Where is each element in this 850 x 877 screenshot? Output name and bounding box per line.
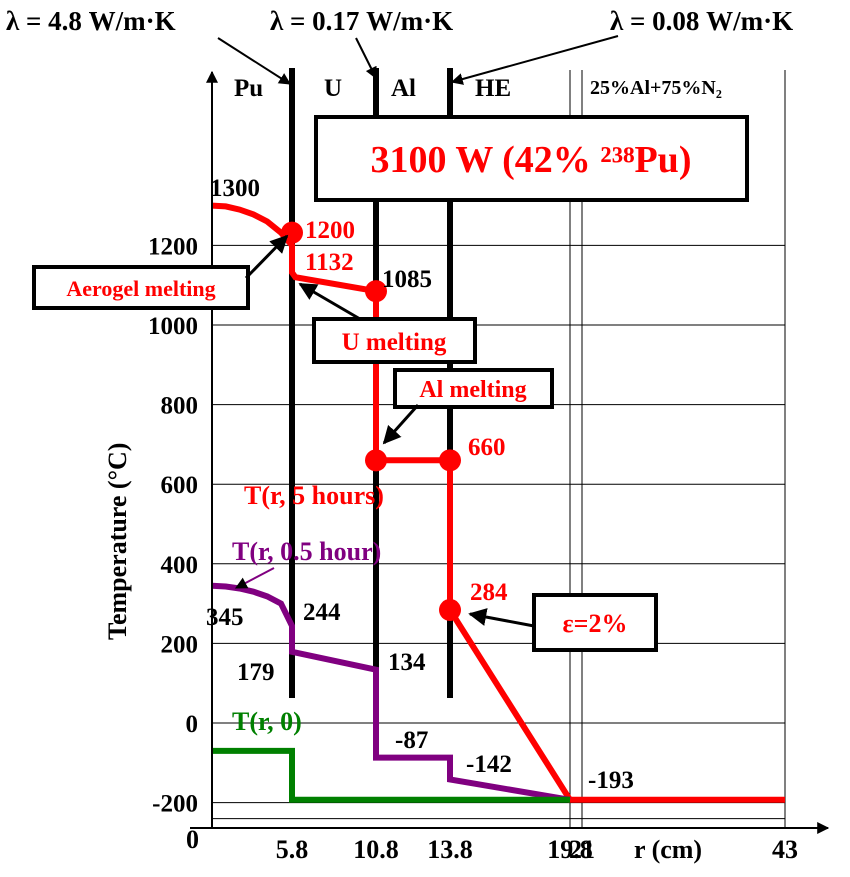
series-05h-pointer (234, 567, 275, 589)
y-tick-label: 1000 (148, 313, 198, 340)
value-label: 660 (468, 434, 506, 461)
callout-al-arrow (382, 403, 420, 445)
callout-eps-arrow (468, 608, 535, 628)
origin-label: 0 (186, 825, 199, 854)
value-label: -193 (588, 767, 634, 794)
value-label: 284 (470, 579, 508, 606)
region-label-he: HE (475, 75, 511, 102)
x-tick-label: 21 (569, 835, 595, 864)
y-tick-label: -200 (152, 791, 198, 818)
conductivity-al-arrow (450, 35, 619, 85)
x-tick-label: 5.8 (276, 835, 309, 864)
power-box (314, 115, 749, 202)
y-tick-label: 0 (186, 711, 199, 738)
y-axis-label: Temperature (°C) (103, 443, 132, 640)
x-tick-label: 43 (772, 835, 798, 864)
conductivity-pu: λ = 4.8 W/m·K (6, 6, 176, 36)
conductivity-pu-arrow (217, 37, 292, 85)
value-label: 1200 (305, 217, 355, 244)
callout-aerogel-arrow (244, 234, 289, 280)
x-tick-labels: 5.8 10.8 13.8 19.821 43 (276, 835, 798, 864)
callout-u-arrow (298, 282, 361, 321)
series-label-05h: T(r, 0.5 hour) (232, 537, 381, 566)
value-label: 134 (388, 649, 426, 676)
region-label-pu: Pu (234, 75, 263, 102)
series-line (212, 747, 570, 803)
data-point-marker (439, 598, 461, 621)
x-tick-label: 19.8 (547, 835, 593, 864)
series-line (211, 202, 785, 803)
x-tick-label: 10.8 (353, 835, 399, 864)
callout-aerogel-text: Aerogel melting (66, 276, 215, 301)
x-axis-label: r (cm) (634, 835, 702, 864)
region-label-mix: 25%Al+75%N₂ (590, 77, 722, 99)
callout-eps-box (532, 593, 658, 652)
power-box-text: 3100 W (42% ²³⁸Pu) (371, 139, 692, 181)
value-label: 1085 (382, 266, 432, 293)
y-tick-label: 200 (161, 631, 199, 658)
y-tick-label: 1200 (148, 233, 198, 260)
callout-aerogel-box (32, 265, 250, 310)
value-label: -87 (395, 727, 428, 754)
y-tick-label: 400 (161, 552, 199, 579)
value-label: 345 (206, 604, 244, 631)
series-label-0: T(r, 0) (232, 707, 302, 736)
data-point-marker (439, 449, 461, 472)
callout-al-text: Al melting (419, 377, 526, 403)
region-label-u: U (324, 75, 342, 102)
value-label: 1300 (210, 175, 260, 202)
callout-eps-text: ε=2% (563, 609, 628, 638)
series-label-5h: T(r, 5 hours) (244, 481, 384, 510)
value-label: 1132 (305, 249, 354, 276)
callout-u-text: U melting (342, 329, 447, 356)
y-tick-label: 800 (161, 393, 199, 420)
conductivity-al: λ = 0.08 W/m·K (610, 6, 793, 36)
region-label-al: Al (391, 75, 416, 102)
value-label: 179 (237, 659, 275, 686)
y-tick-labels: 1200 1000 800 600 400 200 0 -200 (148, 233, 198, 817)
x-tick-label: 13.8 (427, 835, 473, 864)
y-tick-label: 600 (161, 472, 199, 499)
data-point-marker (365, 449, 387, 472)
conductivity-u-arrow (355, 37, 377, 80)
marker-layer (281, 221, 461, 621)
callout-u-box (312, 317, 477, 364)
conductivity-u: λ = 0.17 W/m·K (270, 6, 453, 36)
series-line (211, 582, 571, 803)
value-label: -142 (466, 751, 512, 778)
callout-al-box (393, 368, 554, 409)
value-label: 244 (303, 599, 341, 626)
data-point-marker (365, 280, 387, 303)
